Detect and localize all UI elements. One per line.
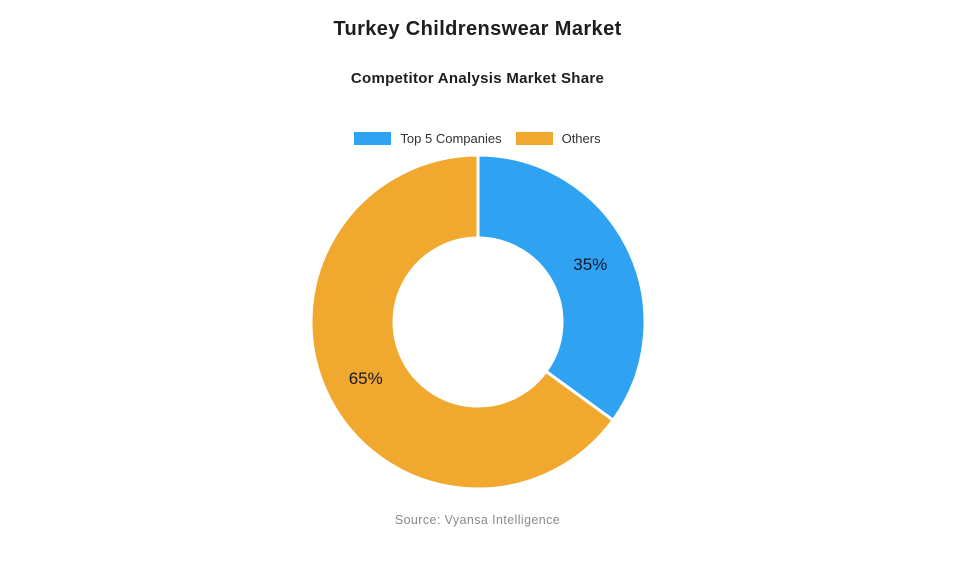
legend-label-others: Others [561,131,601,146]
legend-label-top-5-companies: Top 5 Companies [400,131,502,146]
donut-chart-svg [309,153,647,491]
source-text: Source: Vyansa Intelligence [394,513,561,527]
donut-chart: 35% 65% [298,142,658,502]
chart-subtitle: Competitor Analysis Market Share [350,70,605,87]
legend: Top 5 Companies Others [0,131,955,146]
slice-top-5-companies[interactable] [476,153,647,423]
legend-swatch-top-5-companies [354,132,392,145]
slice-others[interactable] [309,153,616,491]
legend-swatch-others [515,132,553,145]
legend-item-top-5-companies[interactable]: Top 5 Companies [354,131,502,146]
legend-item-others[interactable]: Others [515,131,601,146]
chart-title: Turkey Childrenswear Market [333,18,622,40]
